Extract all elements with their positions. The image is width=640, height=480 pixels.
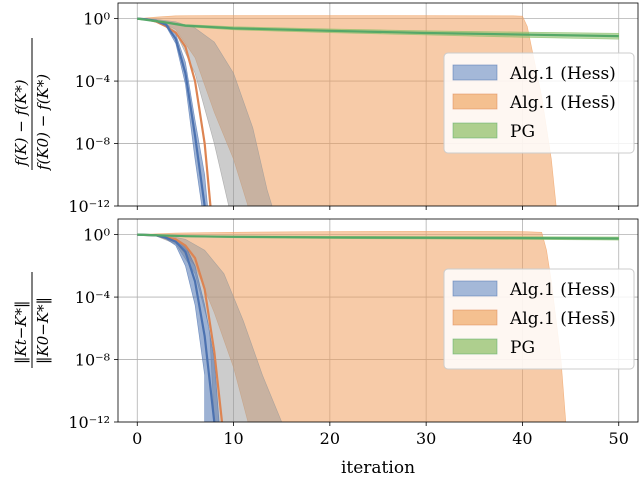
- y-tick-label: 10⁰: [83, 10, 110, 29]
- legend-label: Alg.1 (Hess̄): [509, 309, 616, 329]
- x-tick-label: 50: [609, 429, 629, 448]
- ylabel-num-left: f(K): [12, 137, 30, 167]
- legend-label: PG: [510, 122, 535, 142]
- x-tick-label: 40: [512, 429, 532, 448]
- x-tick-label: 0: [132, 429, 142, 448]
- y-tick-label: 10⁰: [83, 226, 110, 245]
- axis-ticks: 10⁰ 10⁻⁴ 10⁻⁸ 10⁻¹²: [68, 10, 620, 216]
- svg-text:f(K0) − f(K*): f(K0) − f(K*): [34, 74, 52, 171]
- x-tick-label: 30: [416, 429, 436, 448]
- svg-text:‖K0−K*‖: ‖K0−K*‖: [34, 297, 52, 364]
- svg-text:‖Kt−K*‖: ‖Kt−K*‖: [12, 300, 30, 364]
- ylabel-den-op: −: [34, 115, 52, 128]
- y-axis-label: ‖Kt−K*‖ ‖K0−K*‖: [12, 272, 52, 368]
- x-tick-label: 20: [320, 429, 340, 448]
- ylabel-den-expr: K0−K*: [34, 304, 52, 358]
- y-tick-label: 10⁻⁴: [75, 72, 110, 91]
- line-pg: [137, 17, 619, 38]
- y-tick-label: 10⁻¹²: [68, 413, 110, 432]
- ylabel-den-left: f(K0): [34, 132, 52, 171]
- ylabel-num-op: −: [12, 120, 30, 133]
- legend-swatch: [452, 309, 498, 326]
- line-pg: [137, 233, 619, 240]
- plot-frame: [117, 2, 639, 207]
- legend-label: PG: [510, 338, 535, 358]
- legend-label: Alg.1 (Hess): [509, 280, 616, 300]
- ylabel-den-right: f(K*): [34, 74, 52, 111]
- y-tick-label: 10⁻⁴: [75, 288, 110, 307]
- bottom-panel: 0 10 20 30 40 50 10⁰ 10⁻⁴ 10⁻⁸ 10⁻¹² Alg.1 (Hess)…: [12, 218, 639, 478]
- svg-text:f(K) − f(K*): f(K) − f(K*): [12, 79, 30, 167]
- legend-label: Alg.1 (Hess): [509, 64, 616, 84]
- y-tick-label: 10⁻⁸: [75, 135, 110, 154]
- legend-swatch: [452, 338, 498, 355]
- plot-frame: [117, 218, 639, 423]
- legend-swatch: [452, 122, 498, 139]
- legend: Alg.1 (Hess) Alg.1 (Hess̄) PG: [443, 52, 635, 154]
- axis-ticks: 0 10 20 30 40 50 10⁰ 10⁻⁴ 10⁻⁸ 10⁻¹²: [68, 226, 629, 448]
- y-axis-label: f(K) − f(K*) f(K0) − f(K*): [12, 38, 52, 171]
- y-tick-label: 10⁻¹²: [68, 197, 110, 216]
- x-tick-label: 10: [223, 429, 243, 448]
- legend-swatch: [452, 64, 498, 81]
- legend: Alg.1 (Hess) Alg.1 (Hess̄) PG: [443, 268, 635, 370]
- ylabel-num-expr: Kt−K*: [12, 307, 30, 357]
- legend-swatch: [452, 93, 498, 110]
- y-tick-label: 10⁻⁸: [75, 351, 110, 370]
- x-axis-label: iteration: [341, 458, 415, 478]
- ylabel-num-right: f(K*): [12, 79, 30, 116]
- legend-swatch: [452, 280, 498, 297]
- legend-label: Alg.1 (Hess̄): [509, 93, 616, 113]
